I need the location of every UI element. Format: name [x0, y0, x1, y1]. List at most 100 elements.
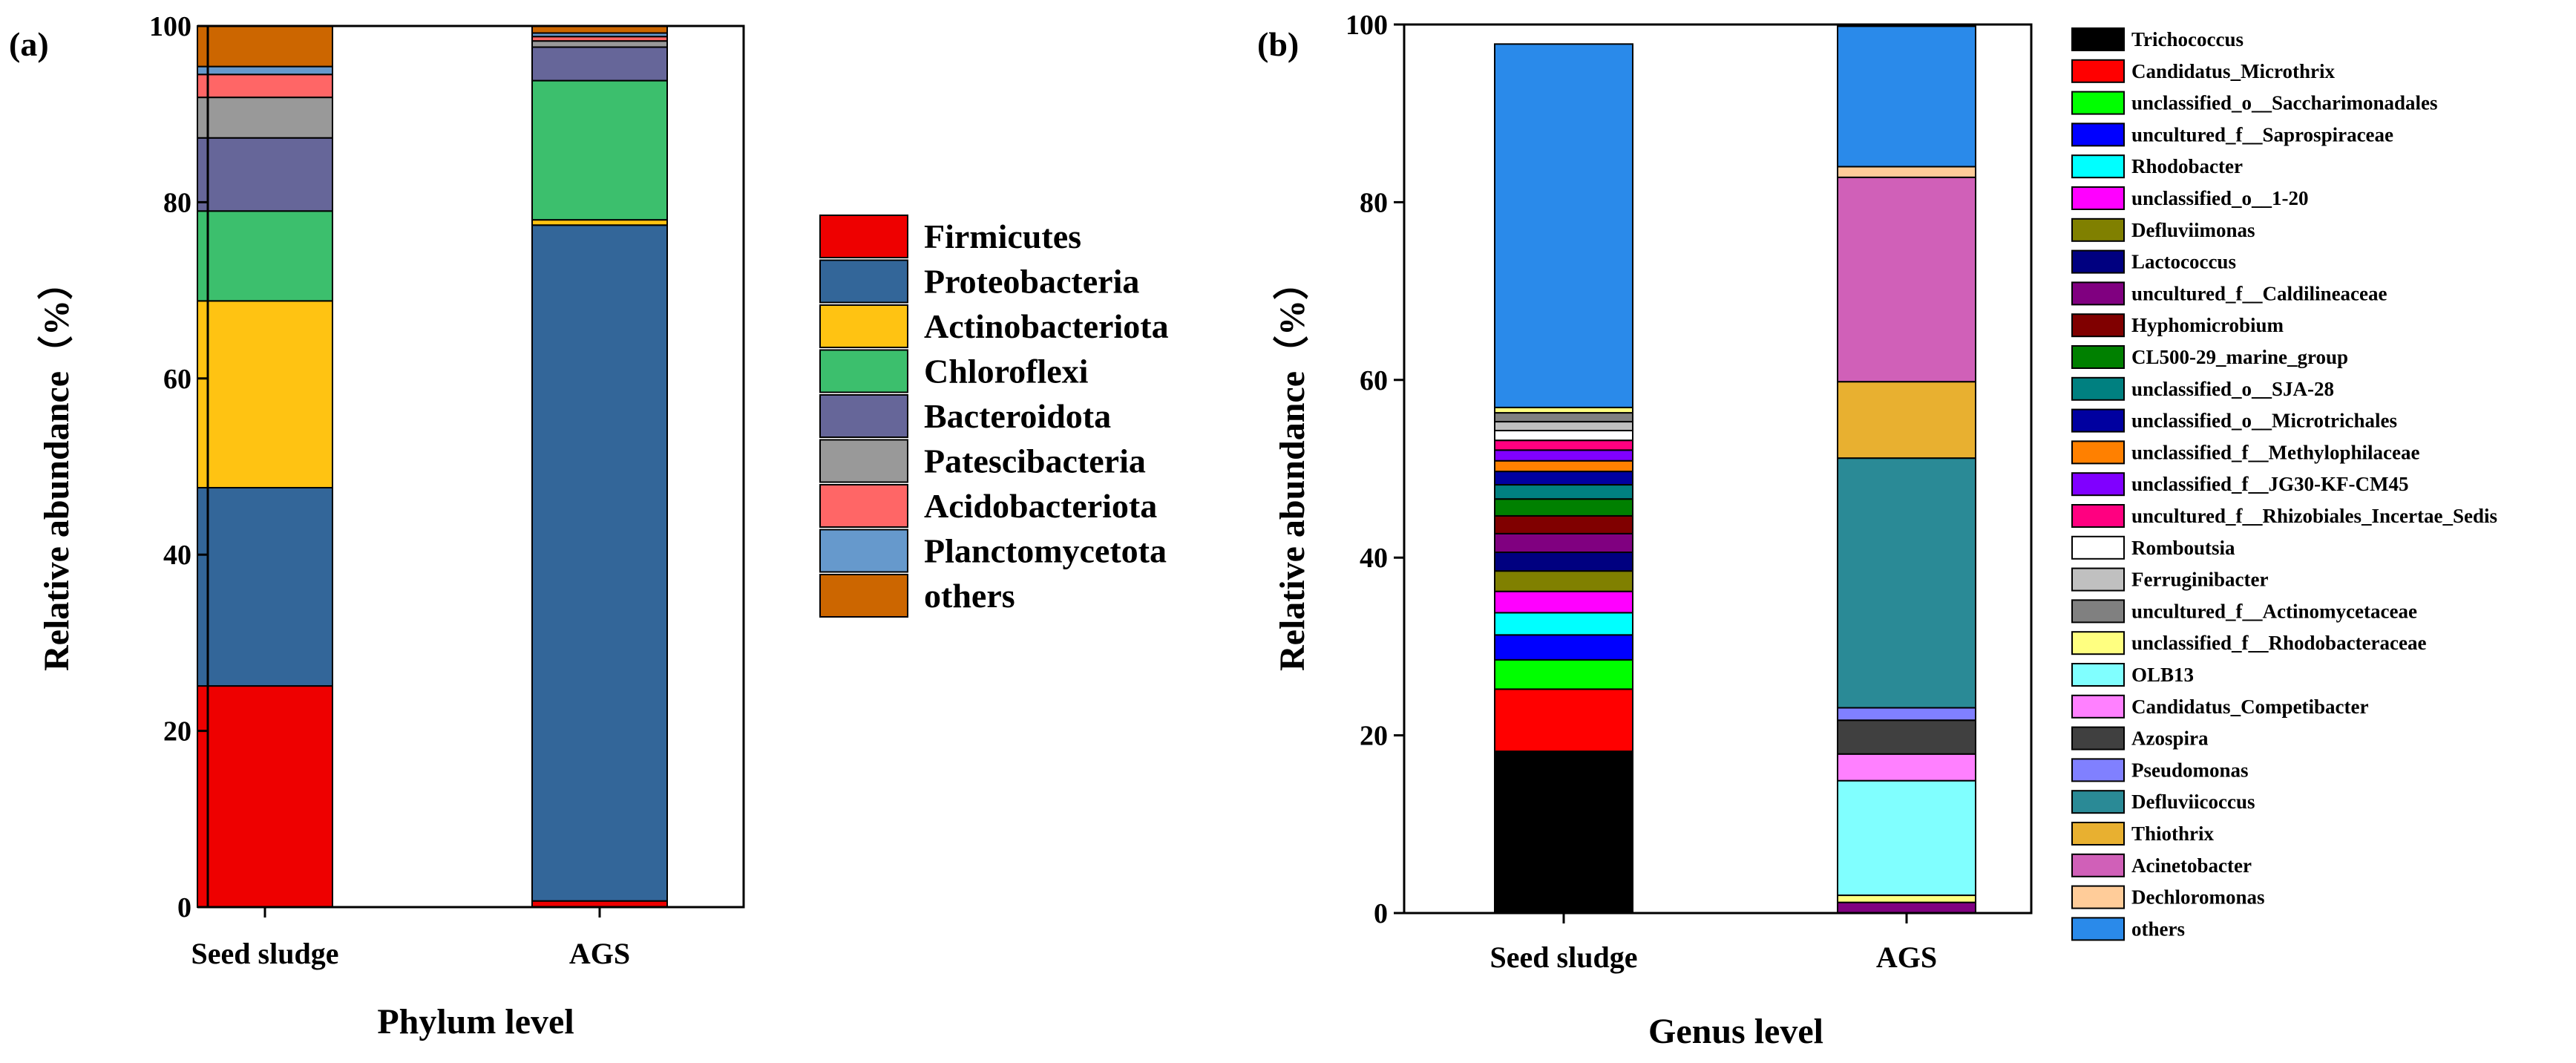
bar-segment-defluviimonas-seed-sludge — [1494, 570, 1633, 592]
y-tick-label-60: 60 — [163, 364, 191, 395]
legend-item-olb13: OLB13 — [2071, 663, 2194, 687]
legend-item-unclassified-f-jg30-kf-cm45: unclassified_f__JG30-KF-CM45 — [2071, 472, 2408, 497]
legend-label: others — [2131, 918, 2185, 940]
legend-swatch — [2071, 440, 2125, 465]
bar-segment-unclassified-f-jg30-kf-cm45-seed-sludge — [1494, 449, 1633, 462]
y-axis-title: Relative abundance（%） — [37, 264, 76, 671]
legend-label: Ferruginibacter — [2131, 569, 2268, 591]
bar-segment-others-seed-sludge — [1494, 43, 1633, 408]
y-tick-label-100: 100 — [149, 11, 191, 42]
legend-label: Defluviimonas — [2131, 219, 2255, 241]
legend-swatch — [819, 349, 908, 393]
legend-label: Trichococcus — [2131, 28, 2244, 50]
legend-item-dechloromonas: Dechloromonas — [2071, 885, 2265, 909]
panel-label: (a) — [9, 25, 49, 63]
legend-swatch — [2071, 917, 2125, 941]
bar-segment-bacteroidota-ags — [531, 46, 668, 82]
bar-segment-acinetobacter-ags — [1837, 176, 1976, 383]
y-tick-label-40: 40 — [1360, 543, 1388, 574]
bar-segment-actinobacteriota-seed-sludge — [197, 300, 333, 488]
legend-item-others: others — [819, 574, 1015, 618]
legend-item-romboutsia: Romboutsia — [2071, 535, 2235, 560]
x-tick-label-ags: AGS — [569, 937, 630, 970]
bar-segment-rhodobacter-seed-sludge — [1494, 612, 1633, 636]
bar-segment-lactococcus-seed-sludge — [1494, 552, 1633, 572]
legend-swatch — [2071, 599, 2125, 624]
legend-swatch — [2071, 154, 2125, 179]
legend-label: Rhodobacter — [2131, 155, 2243, 177]
bar-segment-unclassified-o-sja-28-seed-sludge — [1494, 484, 1633, 500]
x-tick-label-seed-sludge: Seed sludge — [1490, 941, 1638, 974]
bar-segment-olb13-ags — [1837, 779, 1976, 897]
bar-segment-firmicutes-seed-sludge — [197, 685, 333, 908]
bar-segment-uncultured-f-actinomycetaceae-seed-sludge — [1494, 412, 1633, 423]
legend-item-cl500-29-marine-group: CL500-29_marine_group — [2071, 345, 2348, 369]
x-axis-title: Phylum level — [377, 1002, 574, 1041]
legend-item-candidatus-microthrix: Candidatus_Microthrix — [2071, 59, 2336, 83]
legend-item-unclassified-o-sja-28: unclassified_o__SJA-28 — [2071, 376, 2334, 401]
legend-label: Acidobacteriota — [924, 487, 1157, 525]
legend-item-defluviicoccus: Defluviicoccus — [2071, 790, 2255, 814]
bar-segment-uncultured-f-caldilineaceae-ags — [1837, 901, 1976, 914]
legend-item-unclassified-o-1-20: unclassified_o__1-20 — [2071, 186, 2309, 210]
bar-segment-uncultured-f-rhizobiales-incertae-sedis-seed-sludge — [1494, 439, 1633, 451]
bar-segment-pseudomonas-ags — [1837, 707, 1976, 722]
bar-segment-patescibacteria-seed-sludge — [197, 97, 333, 139]
bar-segment-unclassified-f-rhodobacteraceae-ags — [1837, 894, 1976, 903]
legend: Trichococcus Candidatus_Microthrixunclass… — [2071, 27, 2497, 941]
x-tick-label-seed-sludge: Seed sludge — [191, 937, 339, 970]
legend-label: unclassified_o__1-20 — [2131, 187, 2309, 209]
legend-item-others: others — [2071, 917, 2185, 941]
legend-swatch — [2071, 472, 2125, 497]
panel-a-phylum-chart: (a) Seed sludge AGS 0 20 40 60 80 100 Relative ab… — [9, 11, 1169, 1041]
legend-item-patescibacteria: Patescibacteria — [819, 439, 1146, 483]
bar-segment-uncultured-f-saprospiraceae-seed-sludge — [1494, 634, 1633, 661]
bar-segment-cl500-29-marine-group-seed-sludge — [1494, 498, 1633, 517]
y-tick-label-20: 20 — [163, 716, 191, 748]
y-tick-label-100: 100 — [1346, 10, 1388, 41]
bar-segment-candidatus-competibacter-ags — [1837, 753, 1976, 782]
bar-stack-ags — [1837, 25, 1976, 914]
legend-swatch — [2071, 631, 2125, 655]
legend-item-hyphomicrobium: Hyphomicrobium — [2071, 313, 2284, 338]
legend-swatch — [819, 394, 908, 438]
legend-item-unclassified-f-rhodobacteraceae: unclassified_f__Rhodobacteraceae — [2071, 631, 2426, 655]
legend-item-bacteroidota: Bacteroidota — [819, 394, 1111, 438]
legend-item-uncultured-f-saprospiraceae: uncultured_f__Saprospiraceae — [2071, 122, 2393, 147]
legend-item-lactococcus: Lactococcus — [2071, 249, 2236, 274]
legend-label: Azospira — [2131, 727, 2209, 750]
legend-swatch — [2071, 567, 2125, 592]
legend-label: unclassified_o__Saccharimonadales — [2131, 92, 2438, 114]
legend-item-unclassified-o-saccharimonadales: unclassified_o__Saccharimonadales — [2071, 91, 2438, 115]
legend-label: Dechloromonas — [2131, 886, 2265, 909]
bar-segment-unclassified-o-microtrichales-seed-sludge — [1494, 471, 1633, 486]
legend-label: Proteobacteria — [924, 263, 1139, 301]
legend-item-planctomycetota: Planctomycetota — [819, 529, 1167, 573]
y-axis-title: Relative abundance（%） — [1273, 264, 1312, 671]
legend-swatch — [819, 259, 908, 304]
y-tick-label-80: 80 — [163, 187, 191, 218]
bar-segment-ferruginibacter-seed-sludge — [1494, 421, 1633, 432]
y-tick-label-40: 40 — [163, 540, 191, 571]
legend-item-uncultured-f-rhizobiales-incertae-sedis: uncultured_f__Rhizobiales_Incertae_Sedis — [2071, 504, 2497, 528]
legend-label: Patescibacteria — [924, 442, 1146, 480]
legend-swatch — [819, 529, 908, 573]
bar-segment-candidatus-microthrix-seed-sludge — [1494, 688, 1633, 753]
legend-swatch — [2071, 281, 2125, 306]
legend-label: Chloroflexi — [924, 353, 1089, 390]
legend-swatch — [2071, 186, 2125, 210]
bar-segment-proteobacteria-ags — [531, 224, 668, 902]
bar-segment-actinobacteriota-ags — [531, 219, 668, 226]
bar-segment-thiothrix-ags — [1837, 381, 1976, 459]
legend-label: Defluviicoccus — [2131, 791, 2255, 813]
legend-swatch — [2071, 217, 2125, 242]
bar-segment-dechloromonas-ags — [1837, 166, 1976, 178]
y-tick-label-80: 80 — [1360, 187, 1388, 218]
bar-stack-seed-sludge — [1494, 43, 1633, 914]
legend-swatch — [2071, 249, 2125, 274]
legend-swatch — [2071, 408, 2125, 433]
y-tick-label-0: 0 — [177, 892, 191, 923]
bar-segment-patescibacteria-ags — [531, 40, 668, 48]
bar-segment-acidobacteriota-seed-sludge — [197, 73, 333, 99]
legend-item-unclassified-f-methylophilaceae: unclassified_f__Methylophilaceae — [2071, 440, 2419, 465]
